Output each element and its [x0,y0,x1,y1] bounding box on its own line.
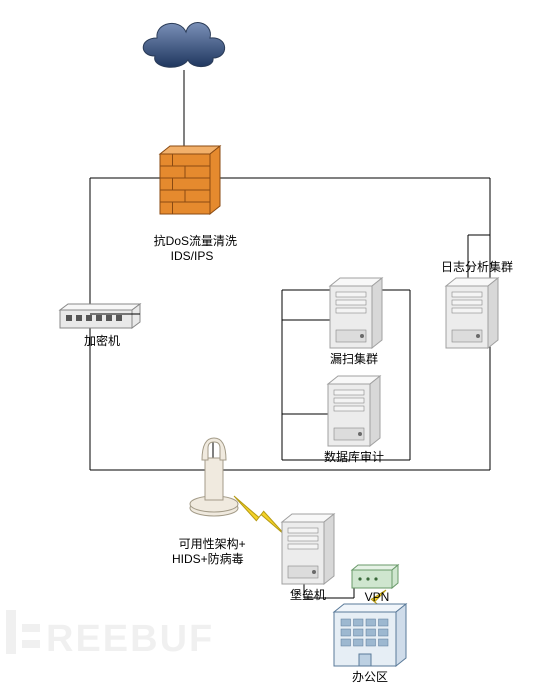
bastion-label: 堡垒机 [284,588,332,604]
log-cluster-label: 日志分析集群 [436,260,518,276]
office-label: 办公区 [346,670,394,686]
scan-server-icon [330,278,382,348]
vpn-label: VPN [362,590,392,606]
db-server-icon [328,376,380,446]
watermark-bar-1 [6,610,16,654]
firewall-icon [160,146,220,214]
encryptor-label: 加密机 [78,334,126,350]
cloud-icon [143,23,224,68]
vpn-icon [352,565,398,588]
hids-label: 可用性架构+HIDS+防病毒 [172,521,264,568]
office-icon [334,604,406,666]
db-audit-label: 数据库审计 [318,450,390,466]
scan-cluster-label: 漏扫集群 [322,352,386,368]
watermark-bar-2 [22,624,40,632]
watermark-text: REEBUF [46,618,214,661]
log-server-icon [446,278,498,348]
bastion-server-icon [282,514,334,584]
watermark-bar-3 [22,640,40,648]
hids-icon [190,438,238,516]
firewall-label: 抗DoS流量清洗IDS/IPS [146,218,238,265]
switch-icon [60,304,140,328]
